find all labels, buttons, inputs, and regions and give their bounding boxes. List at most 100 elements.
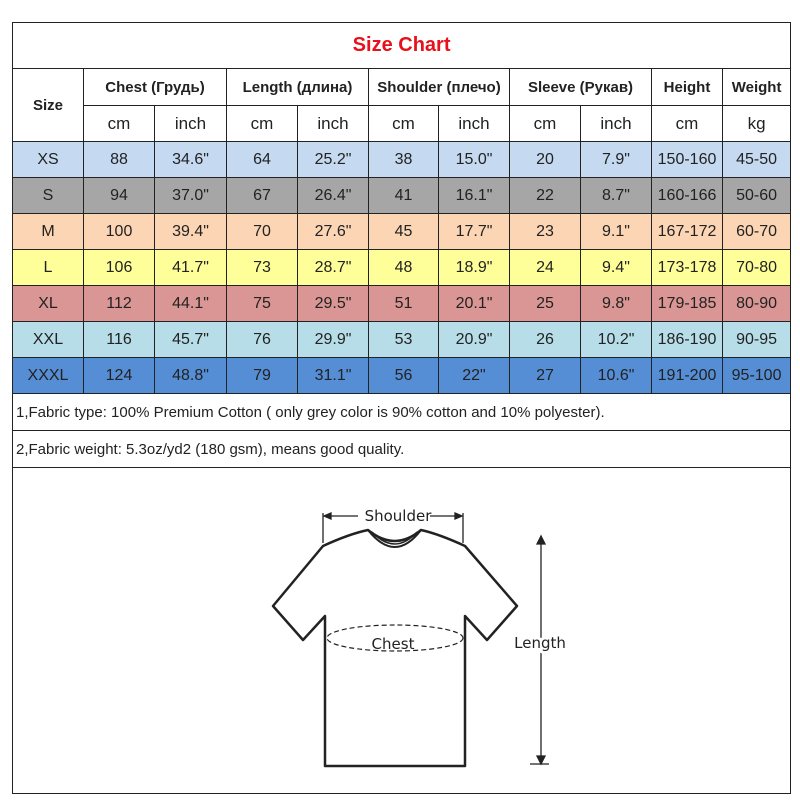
measurement-cell: 17.7" [438, 213, 510, 250]
measurement-cell: 18.9" [438, 249, 510, 286]
measurement-cell: 9.4" [580, 249, 652, 286]
size-label: S [12, 177, 84, 214]
measurement-cell: 39.4" [154, 213, 227, 250]
measurement-cell: 67 [226, 177, 298, 214]
measurement-cell: 88 [83, 141, 155, 178]
unit-header: cm [226, 105, 298, 142]
measurement-cell: 48.8" [154, 357, 227, 394]
note-fabric-type: 1,Fabric type: 100% Premium Cotton ( onl… [11, 393, 792, 431]
size-row: M 100 39.4" 70 27.6" 45 17.7" 23 9.1" 167-172 60-7… [12, 213, 792, 250]
measurement-cell: 191-200 [651, 357, 723, 394]
header-shoulder: Shoulder (плечо) [368, 68, 510, 106]
size-label: M [12, 213, 84, 250]
measurement-cell: 56 [368, 357, 439, 394]
measurement-cell: 29.5" [297, 285, 369, 322]
unit-header: inch [438, 105, 510, 142]
measurement-cell: 24 [509, 249, 581, 286]
size-row: XXXL 124 48.8" 79 31.1" 56 22" 27 10.6" 191-200 95… [12, 357, 792, 394]
measurement-cell: 27 [509, 357, 581, 394]
measurement-cell: 26 [509, 321, 581, 358]
measurement-cell: 20.9" [438, 321, 510, 358]
shoulder-label: Shoulder [365, 507, 433, 525]
measurement-cell: 80-90 [721, 285, 792, 322]
measurement-cell: 25 [509, 285, 581, 322]
header-size: Size [12, 68, 84, 142]
measurement-cell: 76 [226, 321, 298, 358]
measurement-cell: 44.1" [154, 285, 227, 322]
tshirt-outline [271, 528, 519, 768]
measurement-cell: 8.7" [580, 177, 652, 214]
note-fabric-weight: 2,Fabric weight: 5.3oz/yd2 (180 gsm), me… [11, 430, 792, 468]
measurement-cell: 37.0" [154, 177, 227, 214]
unit-header: cm [651, 105, 723, 142]
measurement-diagram: Shoulder Chest Length [11, 467, 792, 794]
size-row: XS 88 34.6" 64 25.2" 38 15.0" 20 7.9" 150-160 45-5… [12, 141, 792, 178]
measurement-cell: 9.1" [580, 213, 652, 250]
measurement-cell: 10.6" [580, 357, 652, 394]
measurement-cell: 53 [368, 321, 439, 358]
measurement-cell: 70-80 [721, 249, 792, 286]
measurement-cell: 10.2" [580, 321, 652, 358]
size-label: XL [12, 285, 84, 322]
header-weight: Weight [721, 68, 792, 106]
measurement-cell: 50-60 [721, 177, 792, 214]
measurement-cell: 70 [226, 213, 298, 250]
measurement-cell: 167-172 [651, 213, 723, 250]
measurement-cell: 90-95 [721, 321, 792, 358]
measurement-cell: 179-185 [651, 285, 723, 322]
measurement-cell: 26.4" [297, 177, 369, 214]
size-row: S 94 37.0" 67 26.4" 41 16.1" 22 8.7" 160-166 50-60 [12, 177, 792, 214]
measurement-cell: 38 [368, 141, 439, 178]
measurement-cell: 95-100 [721, 357, 792, 394]
measurement-cell: 124 [83, 357, 155, 394]
measurement-cell: 23 [509, 213, 581, 250]
measurement-cell: 31.1" [297, 357, 369, 394]
unit-header: cm [83, 105, 155, 142]
measurement-cell: 94 [83, 177, 155, 214]
size-chart: Size Chart Size Chest (Грудь) Length (дл… [11, 22, 792, 794]
size-row: L 106 41.7" 73 28.7" 48 18.9" 24 9.4" 173-178 70-8… [12, 249, 792, 286]
size-label: XXL [12, 321, 84, 358]
measurement-cell: 16.1" [438, 177, 510, 214]
size-label: XS [12, 141, 84, 178]
size-label: XXXL [12, 357, 84, 394]
measurement-cell: 45.7" [154, 321, 227, 358]
measurement-cell: 34.6" [154, 141, 227, 178]
header-chest: Chest (Грудь) [83, 68, 227, 106]
measurement-cell: 160-166 [651, 177, 723, 214]
measurement-cell: 27.6" [297, 213, 369, 250]
measurement-cell: 60-70 [721, 213, 792, 250]
chart-title: Size Chart [11, 22, 792, 69]
measurement-cell: 41 [368, 177, 439, 214]
measurement-cell: 15.0" [438, 141, 510, 178]
measurement-cell: 25.2" [297, 141, 369, 178]
measurement-cell: 51 [368, 285, 439, 322]
measurement-cell: 100 [83, 213, 155, 250]
measurement-cell: 45-50 [721, 141, 792, 178]
size-table: Size Chart Size Chest (Грудь) Length (дл… [11, 22, 792, 794]
measurement-cell: 41.7" [154, 249, 227, 286]
measurement-cell: 45 [368, 213, 439, 250]
unit-header: cm [509, 105, 581, 142]
tshirt-diagram: Shoulder Chest Length [271, 507, 569, 768]
header-sleeve: Sleeve (Рукав) [509, 68, 652, 106]
size-label: L [12, 249, 84, 286]
unit-header: kg [721, 105, 792, 142]
measurement-cell: 20.1" [438, 285, 510, 322]
chest-label: Chest [372, 635, 415, 653]
measurement-cell: 186-190 [651, 321, 723, 358]
size-row: XXL 116 45.7" 76 29.9" 53 20.9" 26 10.2" 186-190 9… [12, 321, 792, 358]
measurement-cell: 28.7" [297, 249, 369, 286]
measurement-cell: 20 [509, 141, 581, 178]
measurement-cell: 79 [226, 357, 298, 394]
unit-header: inch [154, 105, 227, 142]
length-label: Length [514, 634, 566, 652]
measurement-cell: 150-160 [651, 141, 723, 178]
unit-header: inch [297, 105, 369, 142]
measurement-cell: 112 [83, 285, 155, 322]
measurement-cell: 22" [438, 357, 510, 394]
size-row: XL 112 44.1" 75 29.5" 51 20.1" 25 9.8" 179-185 80-… [12, 285, 792, 322]
measurement-cell: 75 [226, 285, 298, 322]
measurement-cell: 116 [83, 321, 155, 358]
header-length: Length (длина) [226, 68, 369, 106]
